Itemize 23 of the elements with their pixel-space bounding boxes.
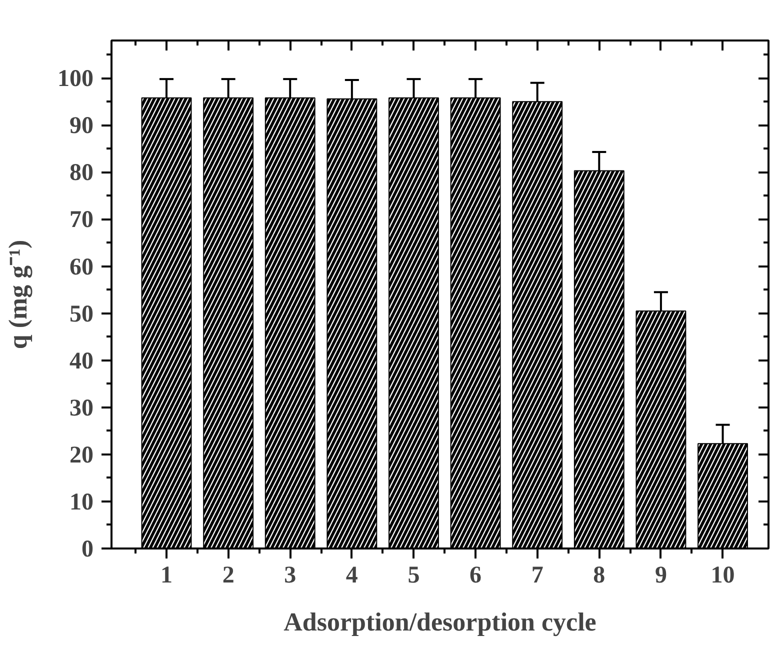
y-tick-label: 60 bbox=[70, 254, 94, 280]
x-axis-title: Adsorption/desorption cycle bbox=[284, 608, 596, 636]
x-tick-label: 10 bbox=[710, 562, 735, 588]
y-tick-label: 10 bbox=[70, 489, 94, 516]
x-tick-label: 4 bbox=[346, 562, 358, 588]
y-tick-label: 100 bbox=[58, 66, 94, 92]
x-tick-label: 3 bbox=[284, 562, 296, 588]
y-tick-label: 20 bbox=[70, 442, 94, 468]
x-tick-label: 7 bbox=[531, 562, 544, 588]
x-tick-label: 9 bbox=[654, 562, 667, 588]
y-tick-label: 0 bbox=[82, 536, 94, 562]
x-tick-label: 8 bbox=[593, 562, 606, 588]
y-axis-title: q (mg g⁻¹) bbox=[4, 240, 32, 350]
y-tick-label: 40 bbox=[70, 348, 94, 374]
y-tick-label: 50 bbox=[70, 301, 94, 328]
y-tick-label: 90 bbox=[70, 113, 94, 140]
y-tick-label: 30 bbox=[70, 395, 94, 422]
y-tick-label: 80 bbox=[70, 160, 94, 186]
x-tick-label: 1 bbox=[160, 562, 173, 588]
x-tick-label: 5 bbox=[408, 562, 420, 588]
y-tick-label: 70 bbox=[70, 207, 94, 234]
x-tick-label: 2 bbox=[222, 562, 234, 588]
x-tick-label: 6 bbox=[470, 562, 482, 588]
